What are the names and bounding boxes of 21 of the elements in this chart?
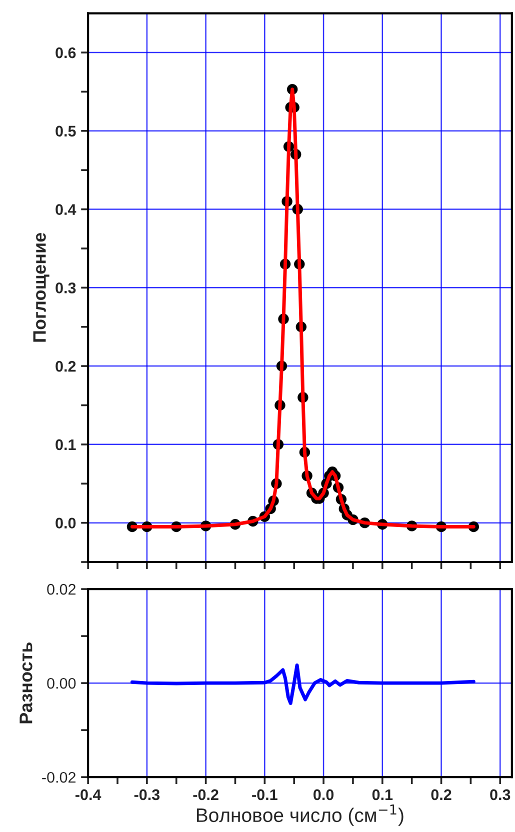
y-axis-title: Поглощение xyxy=(33,232,50,342)
x-tick-label: -0.3 xyxy=(134,789,160,800)
x-tick-label: 0.0 xyxy=(314,789,334,800)
x-tick-label: 0.2 xyxy=(431,789,452,800)
y-tick-label: 0.1 xyxy=(56,439,76,450)
y-tick-label: 0.02 xyxy=(47,584,76,595)
x-tick-label: 0.1 xyxy=(372,789,393,800)
x-tick-label: 0.3 xyxy=(490,789,510,800)
y-tick-label: 0.5 xyxy=(56,126,76,137)
y-tick-label: 0.3 xyxy=(56,282,76,294)
y-tick-label: 0.2 xyxy=(56,360,76,372)
x-tick-label: -0.4 xyxy=(76,789,102,800)
y-tick-label: 0.00 xyxy=(47,678,76,689)
x-tick-label: -0.2 xyxy=(193,789,218,800)
y-axis-title: Разность xyxy=(20,642,32,724)
y-tick-label: 0.4 xyxy=(56,204,76,215)
y-tick-label: 0.6 xyxy=(56,47,76,58)
y-tick-label: 0.0 xyxy=(56,518,76,529)
x-tick-label: -0.1 xyxy=(252,789,278,800)
x-axis-title: Волновое число (см$^{−1}$) xyxy=(196,804,404,826)
y-tick-label: -0.02 xyxy=(42,772,76,783)
